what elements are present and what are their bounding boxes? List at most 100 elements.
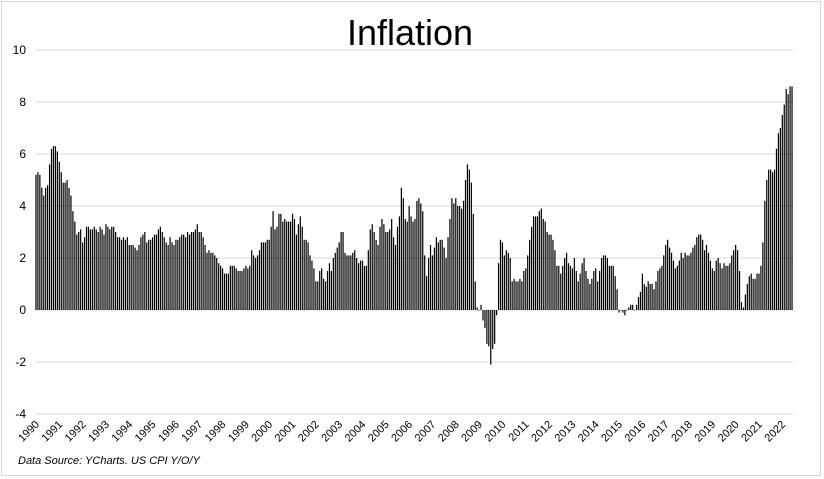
bar (183, 234, 185, 310)
bar (394, 245, 397, 310)
bar (231, 265, 233, 310)
bar (649, 284, 651, 310)
bar (251, 250, 253, 310)
bar (317, 281, 319, 310)
bar (785, 89, 787, 310)
bar (128, 245, 130, 310)
bar (727, 265, 729, 310)
bar (499, 239, 502, 310)
bar (725, 265, 727, 310)
bar (278, 213, 280, 310)
bar (682, 258, 684, 310)
bar (62, 182, 64, 310)
bar (367, 250, 369, 310)
bar (581, 263, 583, 310)
bar (241, 271, 243, 310)
bar (375, 239, 377, 310)
bar (328, 263, 331, 310)
bar (717, 258, 719, 310)
bar (167, 245, 169, 310)
bar (204, 245, 206, 310)
bar (218, 263, 220, 310)
bar (540, 208, 542, 310)
bar (358, 263, 360, 310)
bar (713, 271, 715, 310)
x-tick-label: 2004 (343, 419, 369, 445)
bar (186, 232, 189, 310)
bar (247, 268, 249, 310)
x-tick-label: 1999 (226, 419, 252, 445)
bar (344, 252, 346, 310)
bar (185, 237, 187, 310)
bar (431, 255, 434, 310)
bar (150, 239, 152, 310)
bar (111, 226, 113, 310)
bar (688, 255, 690, 310)
bar (45, 187, 47, 310)
bar (424, 255, 426, 310)
bar (593, 271, 595, 310)
bar (628, 307, 630, 310)
bar (99, 226, 101, 310)
bar (159, 226, 161, 310)
gridlines (35, 49, 793, 415)
bar (280, 213, 282, 310)
y-tick-label: 2 (19, 251, 26, 265)
bar (206, 252, 208, 310)
bar (307, 242, 309, 310)
bar (738, 271, 741, 310)
bar (637, 297, 640, 310)
bar (443, 247, 445, 310)
bar (731, 255, 733, 310)
bar (476, 307, 478, 310)
bar (676, 265, 678, 310)
x-tick-label: 2017 (646, 419, 672, 445)
bar (492, 310, 494, 349)
bar (109, 229, 111, 310)
bar (385, 232, 387, 310)
bar (488, 310, 490, 347)
bar (667, 239, 669, 310)
bar (616, 289, 618, 310)
bar (546, 232, 548, 310)
bar (620, 310, 622, 311)
bar (564, 258, 566, 310)
bar (750, 273, 752, 310)
bar (82, 242, 84, 310)
bar (93, 226, 95, 310)
bar (470, 182, 472, 310)
bar (453, 203, 455, 310)
bar (427, 258, 430, 310)
bar (548, 234, 550, 310)
bar (148, 239, 150, 310)
bar (752, 278, 754, 310)
bar (340, 232, 342, 310)
bar (124, 239, 126, 310)
bar (744, 294, 746, 310)
bar (760, 265, 762, 310)
bar (342, 232, 344, 310)
bar (402, 198, 404, 310)
bar (181, 234, 183, 310)
bar (74, 221, 76, 310)
bar (383, 224, 385, 310)
bar (87, 226, 90, 310)
bar (175, 239, 177, 310)
bar (52, 146, 55, 310)
bar (173, 245, 175, 310)
y-axis-labels: 10 8 6 4 2 0 -2 -4 (13, 43, 27, 421)
bar (50, 148, 53, 310)
bar (262, 242, 264, 310)
bar (639, 291, 642, 310)
bar (622, 310, 624, 313)
bar (389, 229, 391, 310)
bar (630, 304, 632, 310)
bar (534, 216, 537, 310)
x-tick-label: 1998 (203, 419, 229, 445)
y-tick-label: 6 (19, 147, 26, 161)
bar (326, 271, 329, 310)
chart-title: Inflation (346, 12, 474, 53)
bar (777, 133, 780, 310)
bar (414, 219, 416, 310)
bar (377, 245, 379, 310)
